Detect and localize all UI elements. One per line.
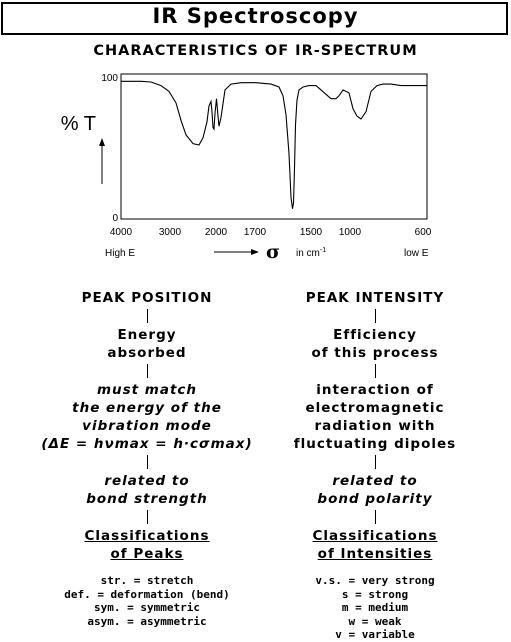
legend-item: str. = stretch [100,574,194,587]
y-axis-label: % T [61,113,96,135]
match-line-1: must match [96,382,198,398]
energy-line-2: absorbed [107,345,187,361]
classification-line-2: of Peaks [110,546,184,562]
legend-item: sym. = symmetric [94,601,200,614]
efficiency-line-2: of this process [311,345,439,361]
classification-line-1: Classifications [84,528,210,544]
connector-line [146,510,148,524]
legend-item: def. = deformation (bend) [64,587,230,601]
related-line-2: bond polarity [317,491,433,507]
match-line-3: vibration mode [82,418,212,434]
legend-item: v.s. = very strong [315,574,435,587]
peak-intensity-column: PEAK INTENSITY Efficiency of this proces… [260,289,490,642]
legend-item: s = strong [341,587,409,601]
ir-spectrum-chart: % T 100 0 4000 3000 2000 1700 1500 1000 … [61,73,432,263]
related-line-2: bond strength [86,491,208,507]
legend-item: asym. = asymmetric [87,614,207,628]
interaction-line-4: fluctuating dipoles [293,436,457,452]
y-tick-label-100: 100 [101,73,118,84]
y-tick-label-0: 0 [112,213,118,224]
spectrum-line [121,80,427,209]
connector-line [374,455,376,469]
y-axis-arrow [99,138,105,184]
page-title: IR Spectroscopy [152,4,359,28]
intensity-legend: v.s. = very strong s = strong m = medium… [260,574,490,642]
classification-line-1: Classifications [312,528,438,544]
legend-item: m = medium [341,601,409,614]
connector-line [146,309,148,323]
related-line-1: related to [104,473,190,489]
legend-item: v = variable [335,628,415,641]
connector-line [374,364,376,378]
legend-item: w = weak [348,614,402,628]
x-tick-label-1500: 1500 [300,227,323,238]
low-energy-note: low E [404,248,429,259]
peak-position-column: PEAK POSITION Energy absorbed must match… [32,289,262,628]
connector-line [374,510,376,524]
connector-line [146,364,148,378]
x-tick-label-2000: 2000 [205,227,228,238]
x-tick-label-1000: 1000 [339,227,362,238]
plot-frame [120,73,428,220]
wavenumber-unit: in cm-1 [296,247,326,259]
high-energy-note: High E [105,248,135,259]
classification-line-2: of Intensities [317,546,433,562]
x-axis-arrow [214,249,259,255]
efficiency-line-1: Efficiency [333,327,417,343]
peak-intensity-heading: PEAK INTENSITY [305,290,445,306]
interaction-line-2: electromagnetic [305,400,445,416]
peak-position-heading: PEAK POSITION [81,290,213,306]
x-tick-label-600: 600 [415,227,432,238]
x-tick-label-1700: 1700 [244,227,267,238]
wavenumber-symbol: σ [266,241,280,263]
related-line-1: related to [332,473,418,489]
connector-line [146,455,148,469]
interaction-line-1: interaction of [316,382,434,398]
x-tick-label-4000: 4000 [110,227,133,238]
energy-equation: (ΔE = hνmax = h·cσmax) [41,436,253,452]
interaction-line-3: radiation with [314,418,436,434]
energy-line-1: Energy [117,327,177,343]
connector-line [374,309,376,323]
match-line-2: the energy of the [72,400,222,416]
title-frame [1,2,508,35]
abbreviation-legend: str. = stretch def. = deformation (bend)… [32,574,262,628]
chart-title: CHARACTERISTICS OF IR-SPECTRUM [93,43,418,59]
x-tick-label-3000: 3000 [159,227,182,238]
